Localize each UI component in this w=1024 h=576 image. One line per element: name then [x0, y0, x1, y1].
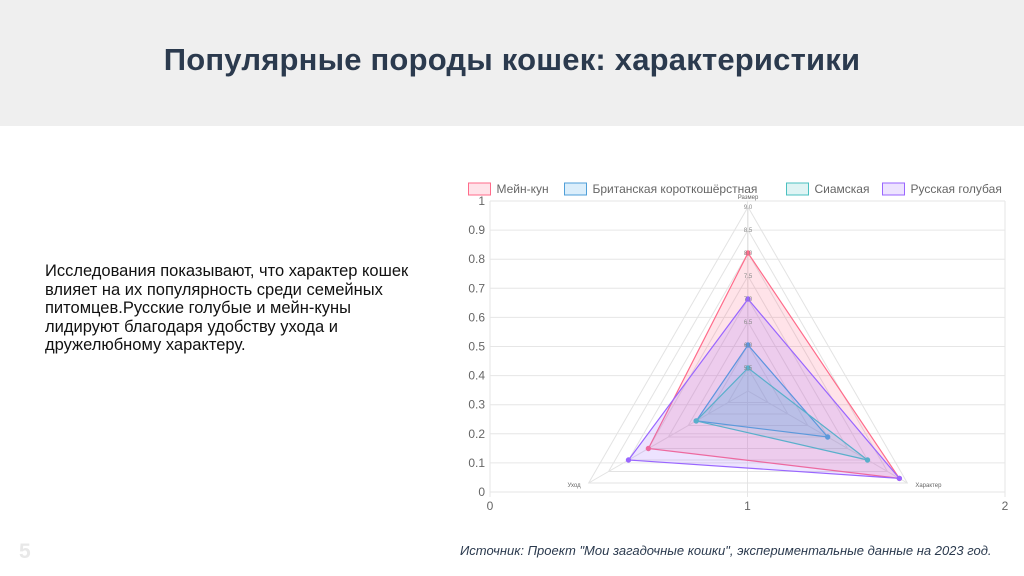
x-tick-label: 2: [1002, 499, 1009, 513]
page-number: 5: [19, 540, 31, 563]
slide-title: Популярные породы кошек: характеристики: [163, 42, 861, 77]
y-tick-label: 0.5: [468, 340, 485, 354]
radial-tick-label: 6.5: [744, 320, 753, 326]
legend-label: Русская голубая: [911, 182, 1002, 196]
data-point: [896, 475, 903, 482]
radar-axis-label: Характер: [915, 483, 942, 489]
radar-axis-label: Размер: [738, 195, 759, 201]
radial-tick-label: 7.0: [744, 297, 753, 303]
radar-spoke: [588, 390, 749, 484]
series-area: [695, 344, 830, 438]
body-paragraph: Исследования показывают, что характер ко…: [45, 262, 409, 354]
legend-swatch: [564, 182, 587, 196]
radar-ring: [607, 228, 889, 472]
radar-ring: [647, 275, 849, 449]
data-point: [824, 434, 831, 440]
radar-ring: [587, 205, 909, 484]
data-point: [745, 365, 751, 371]
y-tick-label: 0.3: [468, 398, 485, 412]
y-tick-label: 0.4: [468, 369, 485, 383]
radial-tick-label: 7.5: [744, 274, 753, 280]
legend-swatch: [882, 182, 905, 196]
y-tick-label: 0.6: [468, 310, 485, 324]
radial-tick-label: 5.5: [744, 366, 753, 372]
radar-ring: [727, 366, 769, 403]
y-tick-label: 0.8: [468, 252, 485, 266]
radar-chart: 0 0.1 0.2 0.3 0.4 0.5 0.6 0.7 0.8 0.9 1 0 1 2 5.5 6.0 6…: [468, 182, 1009, 513]
radar-ring: [667, 298, 829, 438]
data-point: [864, 457, 871, 463]
data-point: [625, 457, 632, 463]
radar-ring: [687, 321, 809, 426]
series-area: [647, 251, 901, 480]
y-tick-label: 0: [478, 485, 485, 499]
legend-swatch: [468, 182, 491, 196]
data-point: [745, 342, 751, 348]
radar-ring: [707, 343, 789, 415]
x-tick-label: 1: [744, 499, 751, 513]
legend-label: Сиамская: [815, 182, 870, 196]
data-point: [693, 418, 699, 424]
radial-tick-label: 8.5: [744, 228, 753, 234]
y-tick-label: 0.7: [468, 281, 485, 295]
radial-tick-label: 6.0: [744, 343, 753, 349]
data-point: [745, 250, 751, 256]
legend-label: Мейн-кун: [497, 182, 549, 196]
data-point: [745, 296, 751, 302]
y-tick-label: 1: [478, 194, 485, 208]
radial-tick-label: 8.0: [744, 251, 753, 257]
y-tick-label: 0.1: [468, 456, 485, 470]
y-tick-label: 0.2: [468, 427, 485, 441]
legend-swatch: [786, 182, 809, 196]
series-area: [627, 298, 901, 480]
y-tick-label: 0.9: [468, 223, 485, 237]
legend-label: Британская короткошёрстная: [593, 182, 758, 196]
source-note: Источник: Проект "Мои загадочные кошки",…: [460, 543, 992, 558]
data-point: [645, 445, 652, 452]
series-area: [695, 367, 868, 461]
title-bar: [0, 0, 1024, 126]
radar-axis-label: Уход: [567, 483, 581, 489]
x-tick-label: 0: [487, 499, 494, 513]
radial-tick-label: 9.0: [744, 205, 753, 211]
